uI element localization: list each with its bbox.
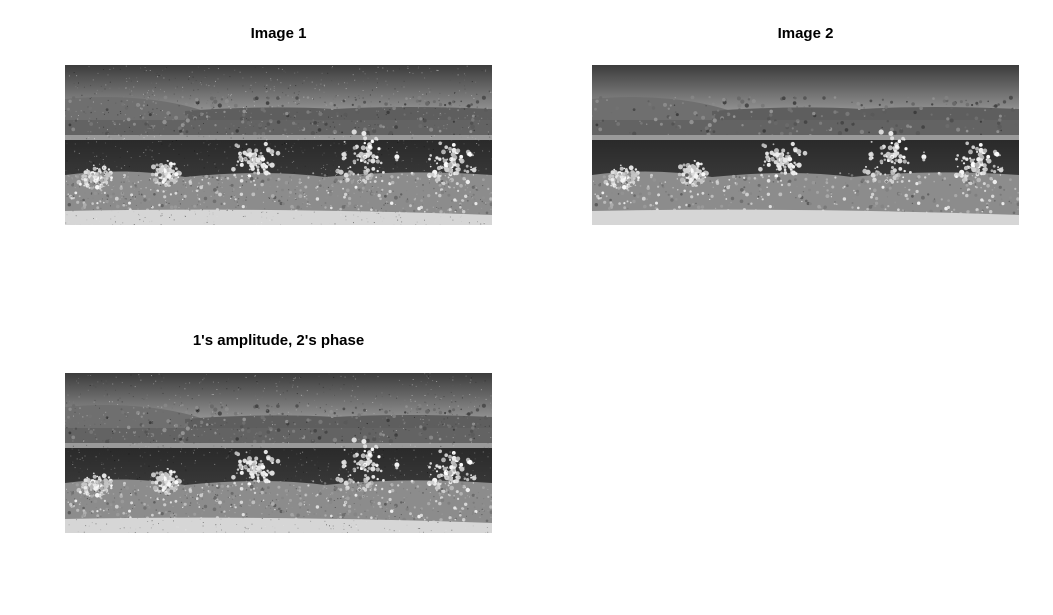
image-panel-1 (65, 65, 492, 225)
image-panel-2 (592, 65, 1019, 225)
panel-title-amplitude-phase: 1's amplitude, 2's phase (192, 332, 365, 349)
panel-title-image-1: Image 1 (250, 25, 307, 42)
panel-title-image-2: Image 2 (777, 25, 834, 42)
lake-scene-image-1 (65, 65, 492, 225)
lake-scene-amplitude-phase (65, 373, 492, 533)
lake-scene-image-2 (592, 65, 1019, 225)
image-panel-3 (65, 373, 492, 533)
